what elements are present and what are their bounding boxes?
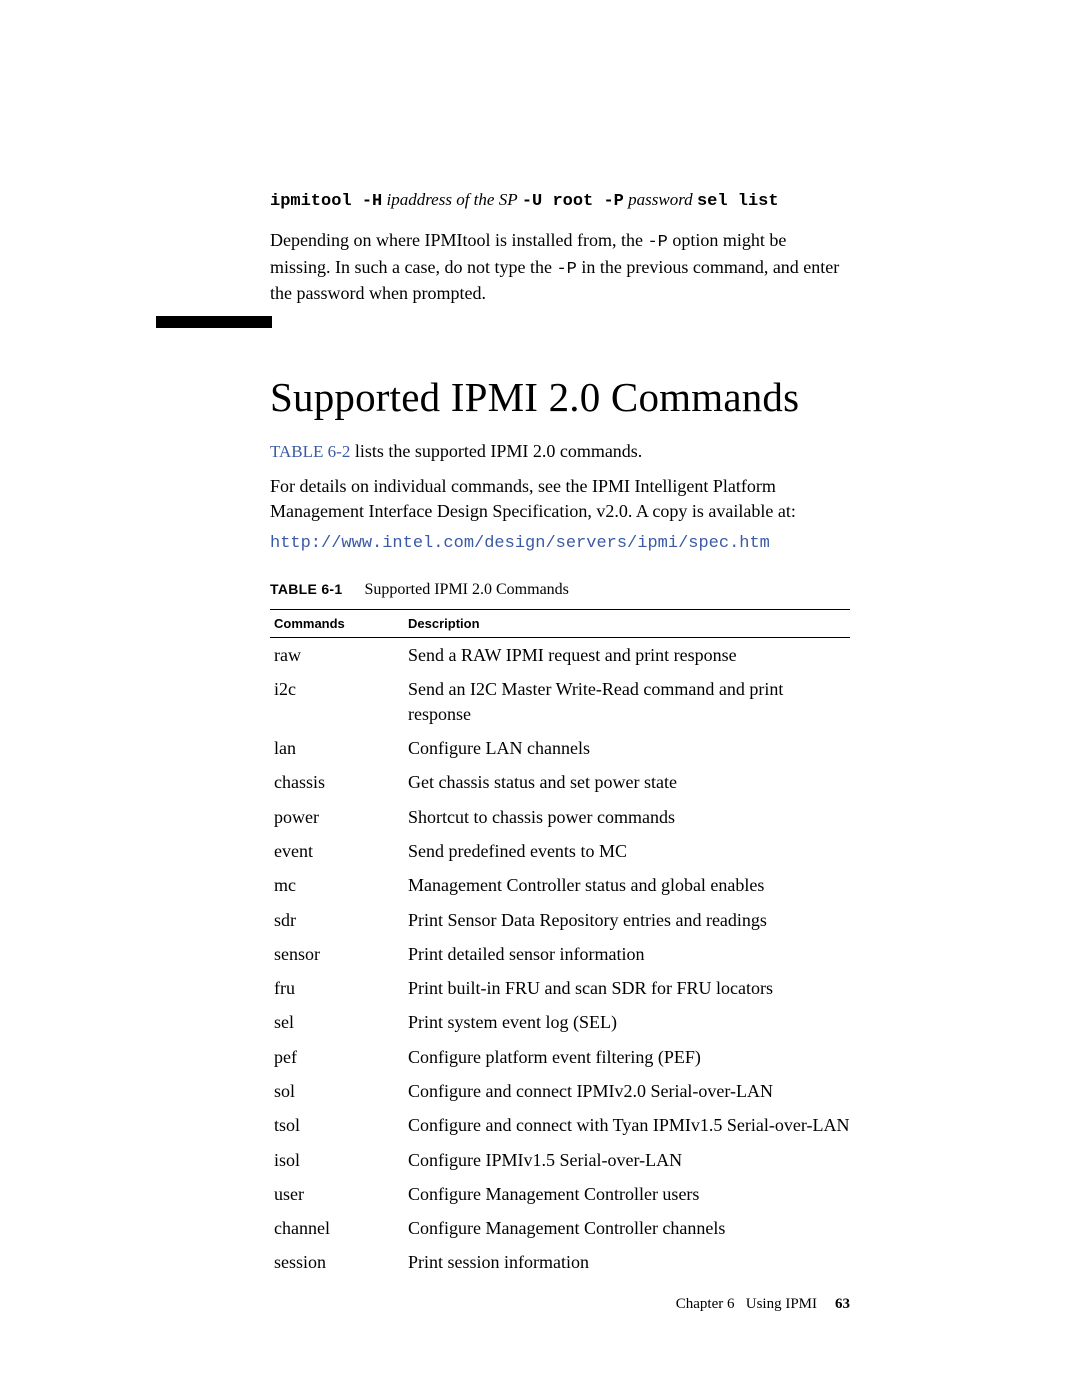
command-cell: chassis <box>270 765 404 799</box>
intro-code-2: -P <box>556 260 576 279</box>
footer-chapter: Chapter 6 <box>676 1296 735 1312</box>
command-cell: power <box>270 800 404 834</box>
command-cell: channel <box>270 1211 404 1245</box>
table-row: sdrPrint Sensor Data Repository entries … <box>270 903 850 937</box>
description-cell: Send an I2C Master Write-Read command an… <box>404 672 850 731</box>
cmd-part-1: ipmitool -H <box>270 192 382 211</box>
command-cell: tsol <box>270 1108 404 1142</box>
description-cell: Print built-in FRU and scan SDR for FRU … <box>404 971 850 1005</box>
description-cell: Shortcut to chassis power commands <box>404 800 850 834</box>
command-cell: sdr <box>270 903 404 937</box>
description-cell: Print detailed sensor information <box>404 937 850 971</box>
footer-page-number: 63 <box>835 1296 850 1312</box>
description-cell: Configure platform event filtering (PEF) <box>404 1040 850 1074</box>
table-row: userConfigure Management Controller user… <box>270 1177 850 1211</box>
table-row: pefConfigure platform event filtering (P… <box>270 1040 850 1074</box>
table-row: solConfigure and connect IPMIv2.0 Serial… <box>270 1074 850 1108</box>
command-cell: session <box>270 1245 404 1279</box>
spec-url-link[interactable]: http://www.intel.com/design/servers/ipmi… <box>270 534 850 553</box>
table-reference-line: TABLE 6-2 lists the supported IPMI 2.0 c… <box>270 439 850 464</box>
description-cell: Configure and connect IPMIv2.0 Serial-ov… <box>404 1074 850 1108</box>
description-cell: Send a RAW IPMI request and print respon… <box>404 638 850 673</box>
command-cell: sel <box>270 1005 404 1039</box>
table-row: powerShortcut to chassis power commands <box>270 800 850 834</box>
table-row: eventSend predefined events to MC <box>270 834 850 868</box>
section-bar <box>156 316 272 328</box>
table-caption: TABLE 6-1 Supported IPMI 2.0 Commands <box>270 581 850 599</box>
description-cell: Configure Management Controller channels <box>404 1211 850 1245</box>
table-row: isolConfigure IPMIv1.5 Serial-over-LAN <box>270 1143 850 1177</box>
commands-table: Commands Description rawSend a RAW IPMI … <box>270 609 850 1280</box>
description-cell: Print Sensor Data Repository entries and… <box>404 903 850 937</box>
cmd-part-5: sel list <box>697 192 779 211</box>
description-cell: Send predefined events to MC <box>404 834 850 868</box>
command-cell: sensor <box>270 937 404 971</box>
description-cell: Print system event log (SEL) <box>404 1005 850 1039</box>
footer-title: Using IPMI <box>746 1296 817 1312</box>
command-cell: i2c <box>270 672 404 731</box>
description-cell: Management Controller status and global … <box>404 868 850 902</box>
command-line: ipmitool -H ipaddress of the SP -U root … <box>270 188 850 214</box>
details-paragraph: For details on individual commands, see … <box>270 474 850 524</box>
description-cell: Configure LAN channels <box>404 731 850 765</box>
table-row: sessionPrint session information <box>270 1245 850 1279</box>
table-caption-label: TABLE 6-1 <box>270 581 342 597</box>
command-cell: pef <box>270 1040 404 1074</box>
section-heading: Supported IPMI 2.0 Commands <box>270 373 850 421</box>
table-body: rawSend a RAW IPMI request and print res… <box>270 638 850 1280</box>
intro-code-1: -P <box>647 233 667 252</box>
description-cell: Get chassis status and set power state <box>404 765 850 799</box>
table-header-commands: Commands <box>270 610 404 638</box>
intro-text-1: Depending on where IPMItool is installed… <box>270 230 647 250</box>
table-row: mcManagement Controller status and globa… <box>270 868 850 902</box>
description-cell: Configure Management Controller users <box>404 1177 850 1211</box>
command-cell: event <box>270 834 404 868</box>
table-row: rawSend a RAW IPMI request and print res… <box>270 638 850 673</box>
table-row: sensorPrint detailed sensor information <box>270 937 850 971</box>
table-ref-link[interactable]: TABLE 6-2 <box>270 442 350 461</box>
table-row: tsolConfigure and connect with Tyan IPMI… <box>270 1108 850 1142</box>
command-cell: sol <box>270 1074 404 1108</box>
table-row: chassisGet chassis status and set power … <box>270 765 850 799</box>
description-cell: Configure IPMIv1.5 Serial-over-LAN <box>404 1143 850 1177</box>
table-ref-rest: lists the supported IPMI 2.0 commands. <box>350 441 642 461</box>
command-cell: isol <box>270 1143 404 1177</box>
command-cell: fru <box>270 971 404 1005</box>
intro-paragraph: Depending on where IPMItool is installed… <box>270 228 850 307</box>
description-cell: Print session information <box>404 1245 850 1279</box>
page-footer: Chapter 6 Using IPMI 63 <box>676 1296 850 1313</box>
command-cell: user <box>270 1177 404 1211</box>
table-caption-title: Supported IPMI 2.0 Commands <box>364 581 568 598</box>
table-row: fruPrint built-in FRU and scan SDR for F… <box>270 971 850 1005</box>
command-cell: raw <box>270 638 404 673</box>
cmd-part-4: password <box>628 190 693 209</box>
cmd-part-2: ipaddress of the SP <box>386 190 517 209</box>
description-cell: Configure and connect with Tyan IPMIv1.5… <box>404 1108 850 1142</box>
command-cell: lan <box>270 731 404 765</box>
table-header-description: Description <box>404 610 850 638</box>
command-cell: mc <box>270 868 404 902</box>
table-row: i2cSend an I2C Master Write-Read command… <box>270 672 850 731</box>
table-row: selPrint system event log (SEL) <box>270 1005 850 1039</box>
document-page: ipmitool -H ipaddress of the SP -U root … <box>0 0 1080 1397</box>
table-row: channelConfigure Management Controller c… <box>270 1211 850 1245</box>
cmd-part-3: -U root -P <box>522 192 624 211</box>
table-row: lanConfigure LAN channels <box>270 731 850 765</box>
table-header-row: Commands Description <box>270 610 850 638</box>
